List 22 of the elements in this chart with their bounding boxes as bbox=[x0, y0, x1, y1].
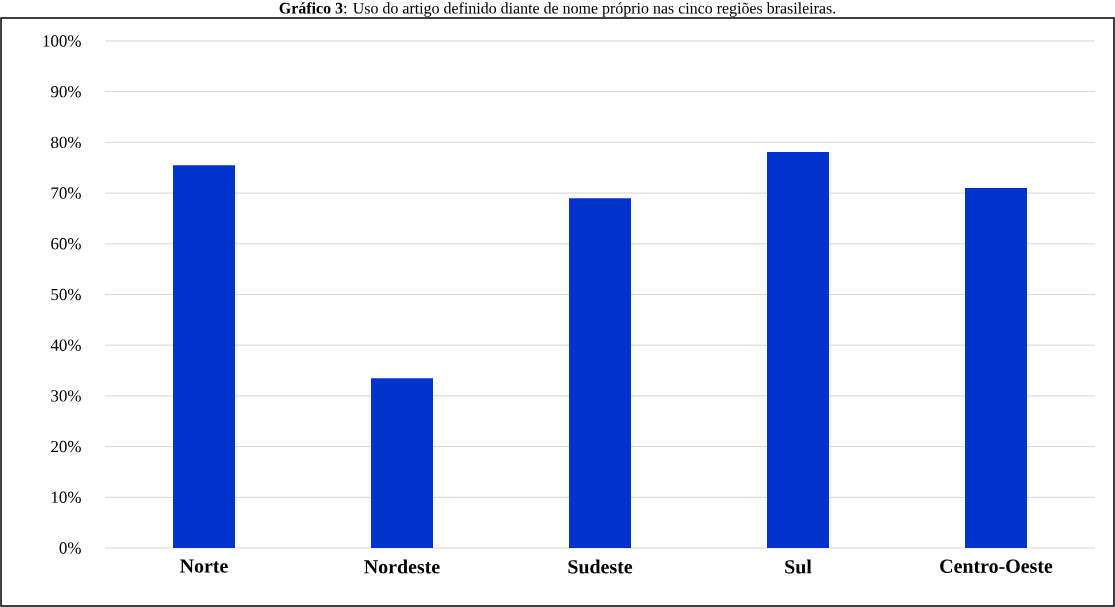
bar bbox=[173, 165, 236, 548]
y-tick-label: 10% bbox=[51, 491, 81, 504]
y-tick-label: 70% bbox=[51, 187, 81, 199]
y-tick-label: 80% bbox=[51, 136, 81, 149]
y-tick-label: 20% bbox=[51, 440, 81, 453]
x-tick-label: Sudeste bbox=[568, 559, 633, 574]
x-tick-label: Sul bbox=[785, 559, 812, 574]
chart-title: Gráfico 3: Uso do artigo definido diante de nome próprio nas cinco regiões brasileiras. bbox=[279, 2, 836, 17]
bar bbox=[371, 378, 434, 548]
x-tick-label: Centro-Oeste bbox=[940, 559, 1053, 573]
y-tick-label: 0% bbox=[59, 542, 81, 554]
bar bbox=[767, 152, 830, 548]
bar bbox=[965, 188, 1027, 548]
y-tick-label: 90% bbox=[50, 85, 81, 98]
x-tick-label: Nordeste bbox=[364, 559, 440, 574]
y-tick-label: 30% bbox=[51, 390, 81, 402]
y-tick-label: 50% bbox=[51, 288, 81, 301]
y-tick-label: 60% bbox=[51, 238, 81, 250]
y-tick-label: 40% bbox=[50, 339, 81, 351]
x-tick-label: Norte bbox=[180, 559, 228, 573]
y-tick-label: 100% bbox=[43, 35, 81, 47]
bar bbox=[569, 198, 632, 548]
